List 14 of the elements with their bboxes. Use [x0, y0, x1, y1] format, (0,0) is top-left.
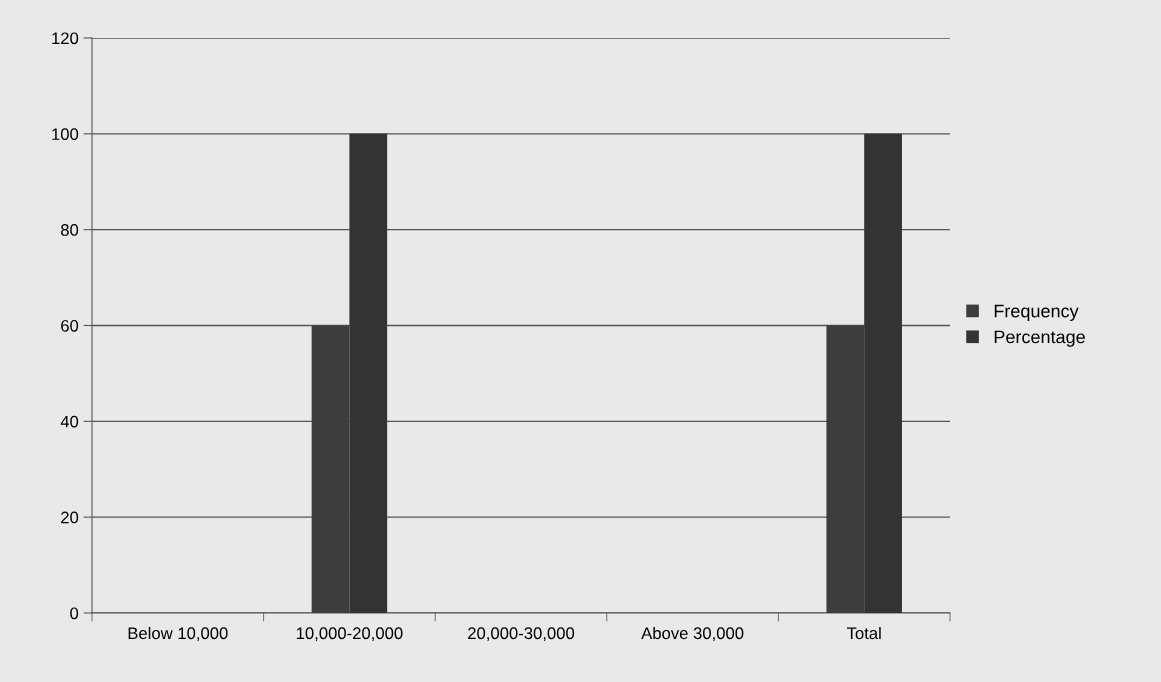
- y-tick-label: 40: [60, 415, 79, 428]
- y-tick-label: 100: [52, 128, 79, 141]
- y-tick-label: 0: [70, 607, 79, 620]
- x-tick-label: 10,000-20,000: [296, 627, 403, 642]
- x-tick-label: Above 30,000: [641, 626, 744, 642]
- x-tick-label: Total: [846, 626, 881, 640]
- y-tick-label: 20: [61, 511, 79, 524]
- y-tick-label: 60: [61, 319, 79, 332]
- x-tick-label: Below 10,000: [128, 626, 228, 642]
- legend-label: Percentage: [994, 330, 1085, 347]
- y-tick-label: 120: [52, 32, 79, 45]
- y-tick-label: 80: [60, 224, 79, 236]
- x-tick-label: 20,000-30,000: [468, 627, 575, 642]
- legend-label: Frequency: [994, 304, 1079, 321]
